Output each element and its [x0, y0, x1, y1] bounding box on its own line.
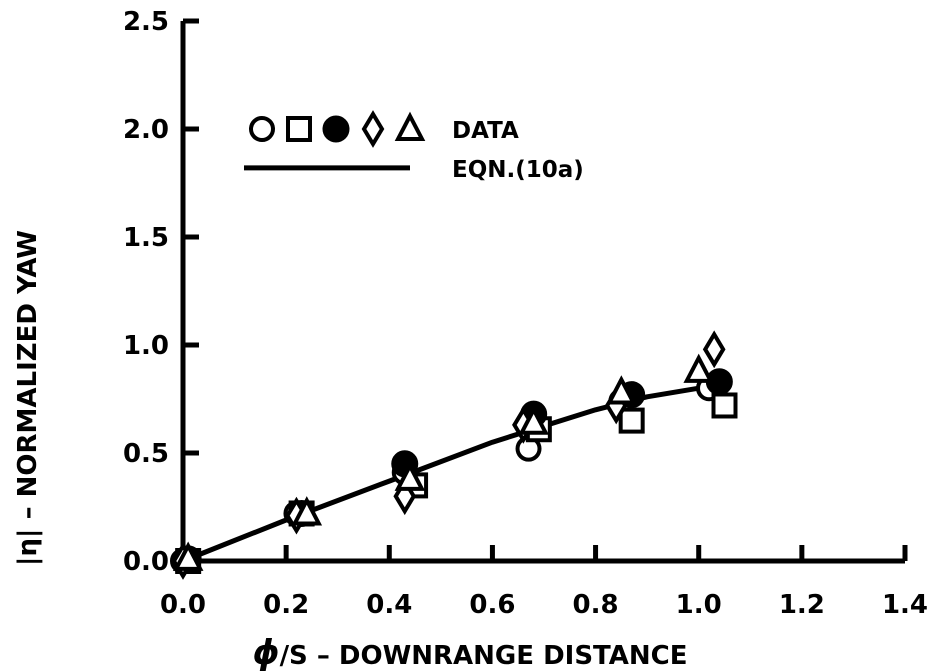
- legend-marker-circle-open: [249, 116, 275, 142]
- data-point-diamond-open: [702, 330, 726, 369]
- y-tick-label: 1.0: [123, 331, 169, 361]
- data-point-square-open: [618, 407, 645, 434]
- x-tick-label: 0.2: [263, 590, 309, 620]
- data-point-triangle-open: [518, 405, 549, 435]
- y-tick-label: 0.5: [123, 439, 169, 469]
- x-axis-symbol: ϕ: [252, 633, 279, 671]
- ticks: 0.0 0.2 0.4 0.6 0.8 1.0 1.2 1.4 0.0 0.5 1.0 1.5 2.0 2…: [123, 7, 928, 620]
- x-tick-label: 0.4: [366, 590, 412, 620]
- legend-label-data: DATA: [452, 118, 519, 144]
- data-point-triangle-open: [394, 461, 426, 491]
- points-layer: [170, 330, 738, 580]
- x-axis-title: ϕ/S – DOWNRANGE DISTANCE: [252, 633, 687, 671]
- y-axis-title: |η| – NORMALIZED YAW: [13, 230, 43, 566]
- x-axis-label-text: /S – DOWNRANGE DISTANCE: [280, 641, 688, 671]
- legend-marker-diamond-open: [361, 110, 385, 148]
- data-point-triangle-open: [172, 541, 204, 571]
- x-tick-label: 1.0: [676, 590, 722, 620]
- axes: [180, 21, 905, 564]
- y-tick-label: 0.0: [123, 547, 169, 577]
- data-point-square-open: [711, 392, 738, 419]
- legend-marker-triangle-open: [394, 111, 426, 141]
- y-tick-label: 2.0: [123, 115, 169, 145]
- data-point-triangle-open: [606, 375, 637, 405]
- data-point-triangle-open: [291, 496, 323, 526]
- y-tick-label: 1.5: [123, 223, 169, 253]
- x-tick-label: 0.6: [469, 590, 515, 620]
- x-tick-label: 0.0: [160, 590, 206, 620]
- legend-marker-square-open: [286, 116, 312, 142]
- legend: DATA EQN.(10a): [244, 110, 584, 183]
- legend-label-eqn: EQN.(10a): [452, 157, 584, 183]
- data-point-triangle-open: [683, 353, 715, 383]
- x-tick-label: 0.8: [573, 590, 619, 620]
- legend-marker-circle-filled: [322, 115, 350, 143]
- x-tick-label: 1.2: [779, 590, 825, 620]
- x-tick-label: 1.4: [882, 590, 928, 620]
- y-tick-label: 2.5: [123, 7, 169, 37]
